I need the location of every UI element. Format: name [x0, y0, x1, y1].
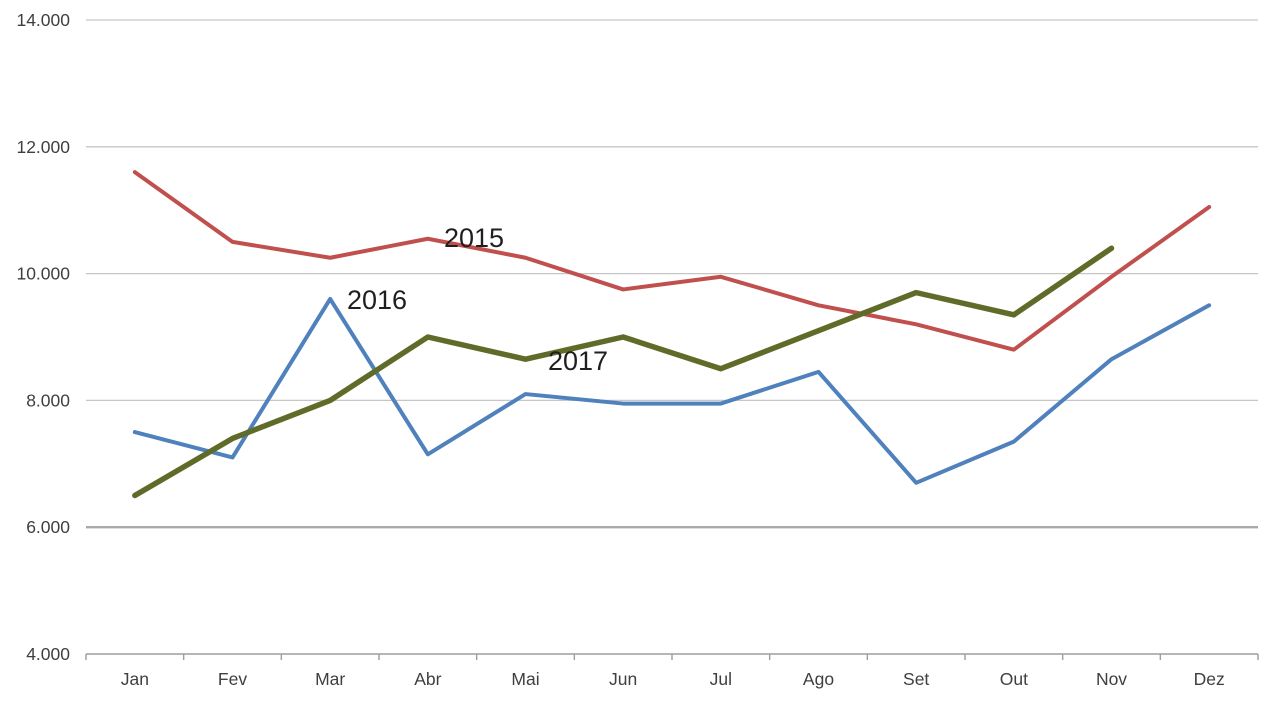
x-axis-label-jan: Jan: [121, 669, 149, 689]
y-axis-tick-label: 6.000: [26, 517, 70, 537]
x-axis-label-jul: Jul: [710, 669, 732, 689]
x-axis-label-set: Set: [903, 669, 929, 689]
series-line-2017: [132, 245, 1115, 499]
x-axis-label-nov: Nov: [1096, 669, 1127, 689]
x-axis-label-jun: Jun: [609, 669, 637, 689]
y-axis-tick-label: 4.000: [26, 644, 70, 664]
y-axis-tick-label: 8.000: [26, 390, 70, 410]
x-axis-label-out: Out: [1000, 669, 1028, 689]
series-line-2015: [132, 170, 1212, 352]
x-axis-label-abr: Abr: [414, 669, 441, 689]
x-axis-label-fev: Fev: [218, 669, 247, 689]
x-axis-label-mai: Mai: [511, 669, 539, 689]
series-label-2015: 2015: [444, 223, 504, 253]
y-axis-tick-label: 10.000: [16, 264, 70, 284]
series-label-2016: 2016: [347, 285, 407, 315]
series-label-2017: 2017: [548, 346, 608, 376]
x-axis-label-dez: Dez: [1194, 669, 1225, 689]
y-axis-tick-label: 12.000: [16, 137, 70, 157]
y-axis-tick-label: 14.000: [16, 10, 70, 30]
x-axis-label-mar: Mar: [315, 669, 345, 689]
x-axis-label-ago: Ago: [803, 669, 834, 689]
series-line-2016: [132, 296, 1212, 485]
